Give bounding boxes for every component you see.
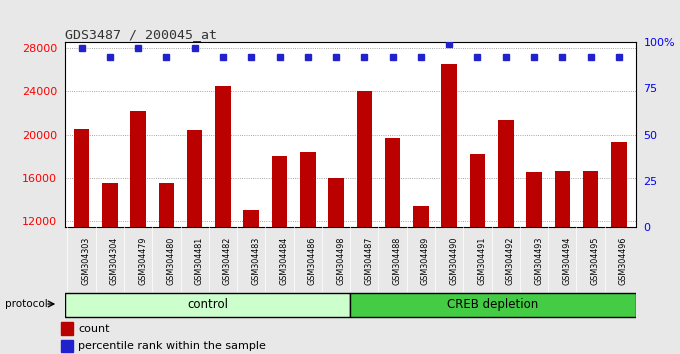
Text: GSM304303: GSM304303 <box>82 236 90 285</box>
Bar <box>215 86 231 227</box>
Text: GSM304479: GSM304479 <box>138 236 147 285</box>
Text: GSM304486: GSM304486 <box>308 236 317 285</box>
Bar <box>61 340 73 352</box>
Text: GSM304493: GSM304493 <box>534 236 543 285</box>
Text: GDS3487 / 200045_at: GDS3487 / 200045_at <box>65 28 217 41</box>
Text: GSM304482: GSM304482 <box>223 236 232 285</box>
Bar <box>272 156 287 227</box>
Bar <box>441 64 457 227</box>
Text: CREB depletion: CREB depletion <box>447 298 539 311</box>
Text: GSM304495: GSM304495 <box>590 236 600 285</box>
Bar <box>158 183 174 227</box>
Bar <box>526 172 542 227</box>
Bar <box>187 130 203 227</box>
Text: protocol: protocol <box>5 299 48 309</box>
Bar <box>356 91 372 227</box>
Text: count: count <box>78 324 109 333</box>
Text: control: control <box>187 298 228 311</box>
Bar <box>300 152 316 227</box>
Bar <box>74 129 89 227</box>
Bar <box>131 111 146 227</box>
Bar <box>554 171 570 227</box>
Text: GSM304487: GSM304487 <box>364 236 373 285</box>
Bar <box>470 154 486 227</box>
Bar <box>102 183 118 227</box>
Text: GSM304488: GSM304488 <box>392 236 402 285</box>
Text: GSM304496: GSM304496 <box>619 236 628 285</box>
Bar <box>350 293 636 317</box>
Text: percentile rank within the sample: percentile rank within the sample <box>78 341 266 351</box>
Bar <box>243 210 259 227</box>
Text: GSM304489: GSM304489 <box>421 236 430 285</box>
Text: GSM304483: GSM304483 <box>251 236 260 285</box>
Text: GSM304491: GSM304491 <box>477 236 486 285</box>
Text: GSM304490: GSM304490 <box>449 236 458 285</box>
Bar <box>328 178 344 227</box>
Bar <box>498 120 513 227</box>
Text: GSM304494: GSM304494 <box>562 236 571 285</box>
Text: GSM304481: GSM304481 <box>194 236 204 285</box>
Text: GSM304484: GSM304484 <box>279 236 288 285</box>
Bar <box>583 171 598 227</box>
Bar <box>385 138 401 227</box>
Bar <box>413 206 428 227</box>
Bar <box>61 322 73 335</box>
Bar <box>611 142 626 227</box>
Bar <box>65 293 350 317</box>
Text: GSM304492: GSM304492 <box>506 236 515 285</box>
Text: GSM304304: GSM304304 <box>110 236 119 285</box>
Text: GSM304480: GSM304480 <box>167 236 175 285</box>
Text: GSM304498: GSM304498 <box>336 236 345 285</box>
